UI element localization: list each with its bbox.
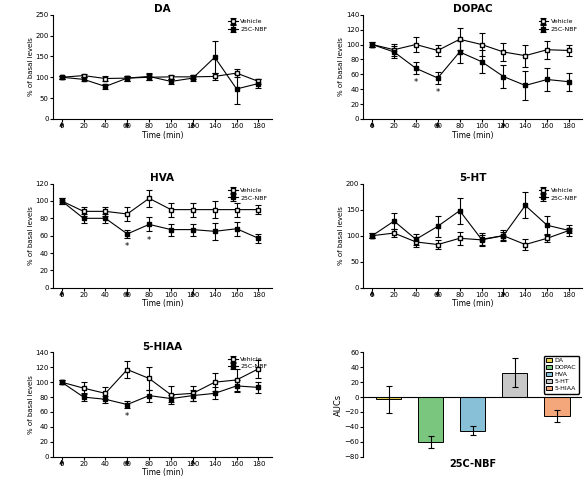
Bar [502,373,527,397]
Y-axis label: % of basal levels: % of basal levels [338,37,345,96]
X-axis label: Time (min): Time (min) [142,468,183,477]
X-axis label: Time (min): Time (min) [142,131,183,139]
Legend: Vehicle, 25C-NBF: Vehicle, 25C-NBF [227,355,269,371]
Text: *: * [414,79,418,87]
Bar [376,397,401,399]
Text: *: * [436,88,440,97]
Y-axis label: % of basal levels: % of basal levels [28,375,34,434]
Legend: Vehicle, 25C-NBF: Vehicle, 25C-NBF [227,187,269,202]
Legend: DA, DOPAC, HVA, 5-HT, 5-HIAA: DA, DOPAC, HVA, 5-HT, 5-HIAA [544,355,579,394]
Y-axis label: % of basal levels: % of basal levels [28,206,34,265]
Title: DOPAC: DOPAC [453,4,493,14]
Legend: Vehicle, 25C-NBF: Vehicle, 25C-NBF [227,18,269,33]
X-axis label: Time (min): Time (min) [452,131,493,139]
Text: *: * [125,243,129,251]
Title: 5-HIAA: 5-HIAA [142,342,182,352]
X-axis label: 25C-NBF: 25C-NBF [449,460,496,469]
Text: *: * [147,236,151,245]
Bar [418,397,443,442]
Legend: Vehicle, 25C-NBF: Vehicle, 25C-NBF [537,18,579,33]
Legend: Vehicle, 25C-NBF: Vehicle, 25C-NBF [537,187,579,202]
Y-axis label: AUCs: AUCs [334,393,343,415]
Title: HVA: HVA [151,173,174,183]
X-axis label: Time (min): Time (min) [452,300,493,308]
X-axis label: Time (min): Time (min) [142,300,183,308]
Bar [544,397,570,416]
Title: 5-HT: 5-HT [459,173,486,183]
Bar [460,397,486,431]
Text: *: * [125,412,129,421]
Y-axis label: % of basal levels: % of basal levels [338,206,345,265]
Title: DA: DA [154,4,171,14]
Y-axis label: % of basal levels: % of basal levels [28,37,34,96]
